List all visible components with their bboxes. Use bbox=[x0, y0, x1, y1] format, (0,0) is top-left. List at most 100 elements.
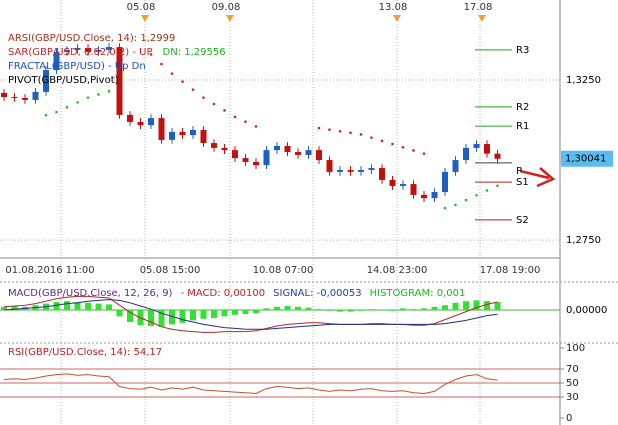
histogram-bar bbox=[85, 302, 91, 310]
histogram-bar bbox=[494, 302, 501, 310]
candle-body bbox=[484, 144, 490, 154]
candle-body bbox=[32, 91, 39, 100]
histogram-bar bbox=[190, 310, 196, 321]
current-price-box bbox=[561, 150, 613, 167]
candle-body bbox=[253, 161, 259, 166]
sar-dot bbox=[454, 203, 457, 207]
histogram-bar bbox=[263, 308, 270, 310]
y-tick-label: 100 bbox=[566, 343, 585, 354]
histogram-bar bbox=[242, 310, 249, 314]
candle-body bbox=[22, 97, 28, 100]
candle-body bbox=[85, 48, 91, 52]
date-marker-label: 09.08 bbox=[212, 2, 241, 13]
sar-dot bbox=[244, 120, 247, 123]
histogram-bar bbox=[106, 304, 112, 310]
candle-body bbox=[74, 48, 81, 50]
candle-body bbox=[295, 152, 301, 155]
candle-body bbox=[137, 121, 144, 126]
sar-dot bbox=[412, 149, 415, 152]
candle-body bbox=[316, 150, 322, 161]
histogram-bar bbox=[358, 310, 364, 311]
sar-dot bbox=[55, 110, 58, 114]
histogram-bar bbox=[484, 301, 490, 310]
y-tick-label: 70 bbox=[566, 364, 579, 375]
macd-line bbox=[3, 295, 498, 333]
histogram-bar bbox=[305, 307, 312, 310]
legend-text: DN: 1,29556 bbox=[163, 47, 226, 58]
histogram-bar bbox=[337, 310, 343, 312]
x-tick-label: 05.08 15:00 bbox=[140, 265, 201, 276]
histogram-bar bbox=[347, 310, 354, 312]
arrow-head bbox=[536, 167, 556, 188]
sar-dot bbox=[254, 125, 258, 128]
pivot-label: S1 bbox=[516, 177, 529, 188]
candle-body bbox=[116, 47, 123, 115]
candle-body bbox=[11, 96, 18, 98]
candle-body bbox=[242, 158, 249, 162]
date-marker bbox=[226, 15, 234, 22]
histogram-bar bbox=[274, 306, 280, 310]
histogram-bar bbox=[284, 306, 291, 310]
y-tick-label: 1,3250 bbox=[566, 75, 601, 86]
histogram-bar bbox=[116, 310, 123, 317]
histogram-bar bbox=[463, 301, 469, 310]
histogram-bar bbox=[200, 310, 207, 319]
histogram-bar bbox=[221, 310, 228, 317]
histogram-bar bbox=[53, 302, 60, 310]
candle-body bbox=[221, 147, 228, 151]
sar-dot bbox=[149, 53, 153, 56]
sar-dot bbox=[317, 126, 321, 130]
sar-dot bbox=[160, 62, 163, 66]
sar-dot bbox=[349, 131, 352, 135]
candle-body bbox=[1, 92, 7, 97]
candle-body bbox=[95, 49, 102, 52]
candle-body bbox=[263, 150, 270, 166]
candle-body bbox=[64, 49, 70, 52]
histogram-bar bbox=[148, 310, 154, 326]
x-tick-label: 17.08 19:00 bbox=[480, 265, 541, 276]
candle-body bbox=[211, 143, 217, 148]
histogram-bar bbox=[64, 301, 70, 310]
candle-body bbox=[169, 131, 175, 140]
histogram-bar bbox=[368, 309, 375, 310]
candle-body bbox=[494, 153, 501, 159]
candle-body bbox=[284, 145, 291, 153]
candle-body bbox=[305, 150, 312, 155]
y-tick-label: 50 bbox=[566, 378, 579, 389]
histogram-bar bbox=[11, 306, 18, 310]
sar-dot bbox=[212, 102, 216, 106]
sar-dot bbox=[422, 152, 426, 155]
histogram-bar bbox=[400, 308, 406, 310]
histogram-bar bbox=[127, 310, 133, 322]
sar-dot bbox=[202, 96, 205, 99]
histogram-bar bbox=[442, 305, 448, 310]
macd-line bbox=[3, 299, 498, 330]
candle-body bbox=[347, 169, 354, 172]
candle-body bbox=[473, 144, 480, 148]
sar-dot bbox=[485, 189, 489, 192]
histogram-bar bbox=[410, 309, 417, 310]
histogram-bar bbox=[473, 300, 480, 310]
panel-title: SIGNAL: -0,00053 bbox=[273, 288, 361, 299]
arrow bbox=[519, 169, 550, 180]
pivot-label: R2 bbox=[516, 102, 529, 113]
histogram-bar bbox=[232, 310, 238, 315]
plot-background bbox=[0, 0, 560, 425]
sar-dot bbox=[380, 139, 384, 143]
current-price-label: 1,30041 bbox=[565, 154, 606, 165]
sar-dot bbox=[496, 184, 499, 187]
sar-dot bbox=[464, 198, 468, 202]
histogram-bar bbox=[431, 306, 438, 310]
pivot-label: R1 bbox=[516, 121, 529, 132]
candle-body bbox=[232, 150, 238, 159]
legend-text: ARSI(GBP/USD.Close, 14): 1,2999 bbox=[8, 33, 175, 44]
pivot-label: P bbox=[516, 166, 522, 177]
candle-body bbox=[148, 118, 154, 126]
sar-dot bbox=[370, 136, 373, 139]
sar-dot bbox=[76, 101, 79, 104]
date-marker-label: 13.08 bbox=[379, 2, 408, 13]
y-tick-label: 0 bbox=[566, 413, 572, 424]
histogram-bar bbox=[452, 302, 459, 310]
sar-dot bbox=[107, 89, 111, 93]
